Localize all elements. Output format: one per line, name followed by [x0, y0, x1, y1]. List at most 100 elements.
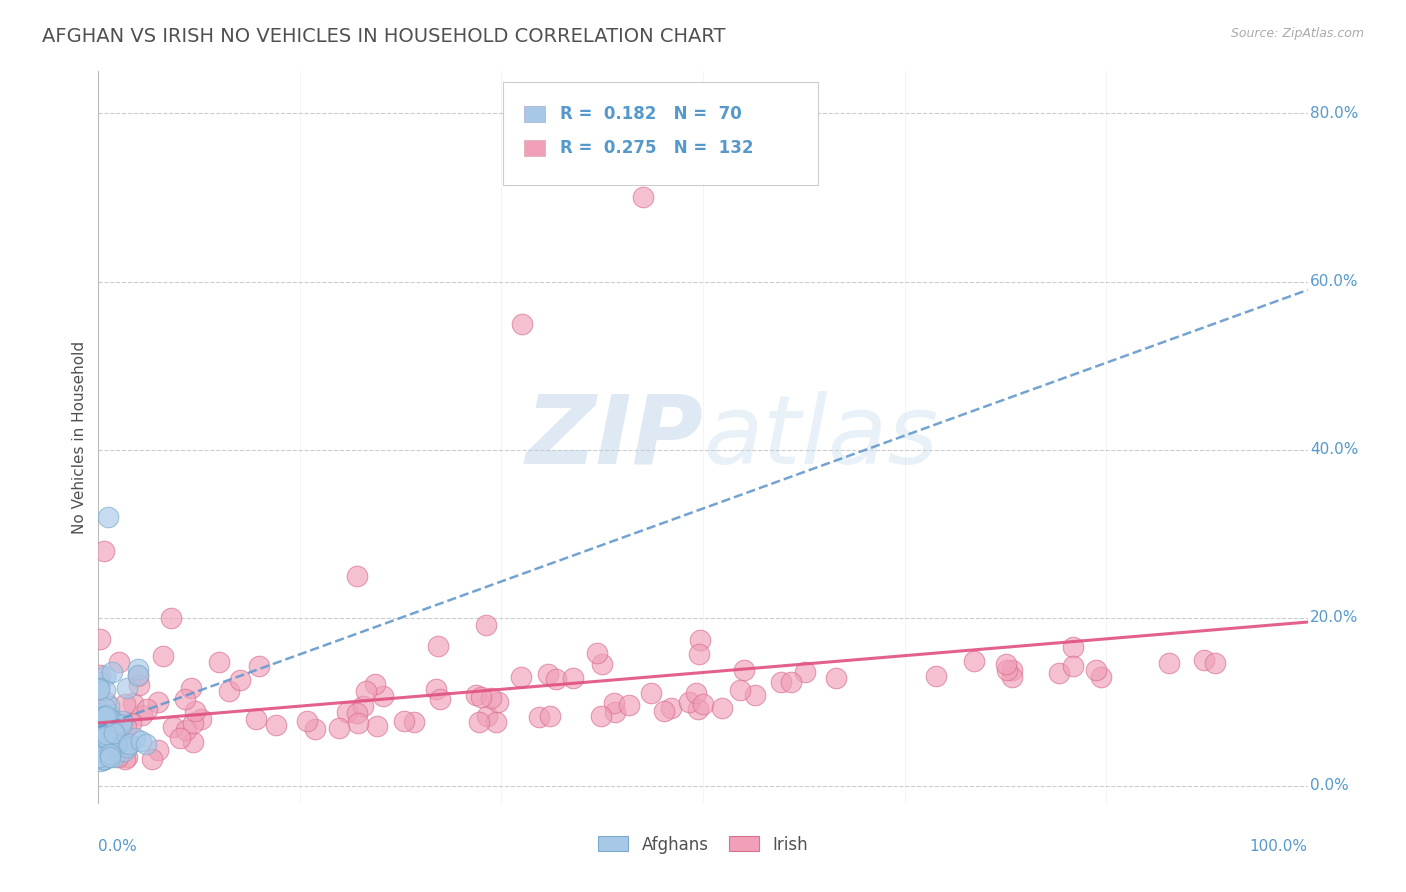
Point — [90, 732, 112, 747]
Text: 80.0%: 80.0% — [1310, 106, 1358, 121]
Point — [94, 709, 117, 723]
Text: R =  0.182   N =  70: R = 0.182 N = 70 — [560, 104, 741, 123]
Point — [354, 683, 377, 698]
Point — [652, 704, 675, 718]
Point — [114, 697, 136, 711]
Point — [104, 738, 127, 752]
Text: AFGHAN VS IRISH NO VEHICLES IN HOUSEHOLD CORRELATION CHART: AFGHAN VS IRISH NO VEHICLES IN HOUSEHOLD… — [42, 27, 725, 45]
Point — [527, 710, 550, 724]
Point — [689, 633, 711, 648]
Point — [617, 698, 640, 712]
Point — [111, 737, 134, 751]
Point — [229, 673, 252, 687]
Point — [93, 723, 115, 737]
Point — [89, 681, 111, 695]
Point — [121, 696, 143, 710]
Point — [190, 712, 212, 726]
Point — [124, 731, 146, 745]
Point — [208, 656, 231, 670]
Point — [538, 709, 561, 723]
Point — [94, 738, 117, 752]
Point — [110, 717, 132, 731]
Point — [304, 722, 326, 736]
Point — [470, 690, 492, 705]
Point — [328, 721, 350, 735]
Point — [115, 681, 138, 696]
Point — [90, 739, 112, 753]
Text: 100.0%: 100.0% — [1250, 839, 1308, 855]
FancyBboxPatch shape — [524, 106, 546, 122]
Point — [591, 657, 613, 672]
Point — [87, 681, 110, 696]
Point — [107, 656, 129, 670]
Point — [114, 751, 136, 765]
Point — [131, 707, 153, 722]
Point — [89, 675, 111, 690]
Point — [89, 706, 111, 721]
Point — [93, 710, 115, 724]
Point — [103, 724, 125, 739]
Point — [688, 702, 710, 716]
Point — [111, 714, 134, 728]
Point — [744, 688, 766, 702]
Point — [115, 720, 138, 734]
Point — [247, 659, 270, 673]
Point — [101, 742, 124, 756]
Point — [1047, 666, 1070, 681]
Point — [162, 720, 184, 734]
Point — [93, 738, 115, 752]
Point — [90, 750, 112, 764]
Point — [336, 705, 359, 719]
Point — [104, 742, 127, 756]
Point — [94, 738, 117, 752]
Point — [98, 747, 121, 761]
Point — [479, 690, 502, 705]
Point — [1062, 640, 1084, 655]
Point — [91, 739, 114, 754]
Point — [103, 726, 125, 740]
Point — [97, 734, 120, 748]
Point — [105, 738, 128, 752]
Point — [89, 735, 111, 749]
Point — [586, 647, 609, 661]
Point — [101, 744, 124, 758]
Point — [135, 737, 157, 751]
Point — [184, 704, 207, 718]
Point — [93, 709, 115, 723]
Point — [685, 686, 707, 700]
Point — [364, 677, 387, 691]
Point — [509, 670, 531, 684]
Point — [89, 667, 111, 681]
Point — [97, 510, 120, 524]
Point — [96, 695, 118, 709]
Point — [1062, 659, 1084, 673]
Point — [94, 669, 117, 683]
Point — [770, 674, 793, 689]
Point — [90, 726, 112, 740]
Point — [112, 744, 135, 758]
Point — [104, 734, 127, 748]
Point — [107, 750, 129, 764]
Point — [510, 317, 533, 331]
Text: 40.0%: 40.0% — [1310, 442, 1358, 458]
Point — [603, 705, 626, 719]
Point — [169, 731, 191, 746]
Point — [824, 671, 846, 685]
Point — [127, 668, 149, 682]
Text: R =  0.275   N =  132: R = 0.275 N = 132 — [560, 139, 754, 157]
Point — [544, 672, 567, 686]
Point — [692, 698, 714, 712]
Point — [94, 748, 117, 763]
Point — [995, 663, 1018, 677]
Point — [96, 749, 118, 764]
Point — [98, 750, 121, 764]
Point — [91, 722, 114, 736]
Point — [128, 678, 150, 692]
Point — [174, 692, 197, 706]
Point — [631, 190, 654, 204]
Point — [135, 702, 157, 716]
Point — [96, 749, 118, 764]
Text: 0.0%: 0.0% — [1310, 779, 1348, 794]
Point — [994, 657, 1017, 672]
Text: 0.0%: 0.0% — [98, 839, 138, 855]
